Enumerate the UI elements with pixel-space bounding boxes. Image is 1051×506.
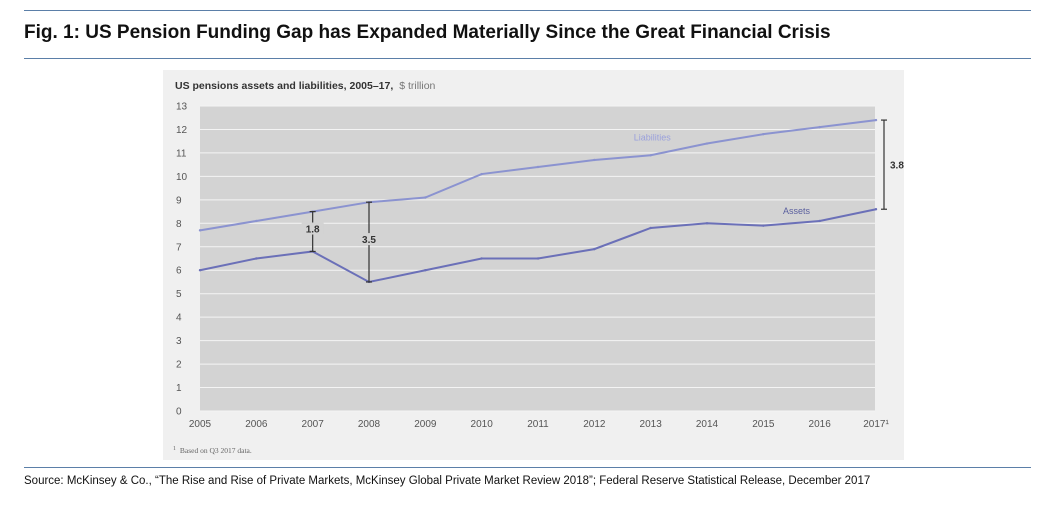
x-tick-label: 2015: [752, 419, 775, 430]
gap-label-bg: [301, 222, 324, 235]
y-tick-label: 5: [176, 289, 182, 300]
data-point: [198, 229, 202, 232]
y-tick-label: 7: [176, 242, 182, 253]
y-tick-label: 6: [176, 266, 182, 277]
x-tick-label: 2016: [809, 419, 832, 430]
data-point: [705, 142, 709, 145]
data-point: [818, 219, 821, 223]
annotation-layer: 1.8 3.5 3.8: [301, 119, 904, 283]
data-point: [198, 269, 202, 272]
data-point: [480, 257, 483, 260]
source-note: Source: McKinsey & Co., “The Rise and Ri…: [24, 475, 871, 487]
series-label: Assets: [783, 206, 811, 216]
data-point: [536, 165, 540, 169]
y-tick-label: 8: [176, 219, 182, 230]
data-point: [424, 196, 427, 199]
chart-title-text: US pensions assets and liabilities, 2005…: [175, 80, 393, 92]
data-point: [593, 158, 596, 162]
y-tick-label: 9: [176, 195, 182, 206]
data-point: [255, 219, 258, 223]
x-tick-label: 2006: [245, 419, 268, 430]
data-point: [593, 247, 596, 251]
source-rule: [24, 467, 1031, 468]
chart-title: US pensions assets and liabilities, 2005…: [175, 80, 436, 92]
data-point: [874, 208, 878, 211]
data-point: [649, 154, 652, 157]
x-tick-label: 2009: [414, 419, 437, 430]
x-tick-label: 2011: [527, 419, 549, 430]
x-tick-label: 2007: [302, 419, 325, 430]
data-point: [762, 132, 765, 136]
gap-label: 1.8: [306, 225, 320, 236]
y-tick-label: 12: [176, 125, 188, 136]
chart-footnote: 1 Based on Q3 2017 data.: [173, 443, 252, 455]
y-tick-label: 13: [176, 102, 188, 113]
x-tick-label: 2005: [189, 419, 212, 430]
gap-label: 3.5: [362, 235, 376, 246]
chart-panel: US pensions assets and liabilities, 2005…: [163, 70, 904, 460]
gap-label: 3.8: [890, 161, 904, 172]
x-tick-label: 2008: [358, 419, 381, 430]
y-tick-label: 0: [176, 407, 182, 418]
y-tick-label: 1: [176, 383, 182, 394]
footnote-marker: 1: [173, 446, 176, 452]
x-tick-label: 2010: [471, 419, 494, 430]
gap-label-bg: [358, 233, 380, 246]
x-tick-label: 2014: [696, 419, 719, 430]
data-point: [762, 224, 765, 227]
footnote-text: Based on Q3 2017 data.: [180, 446, 252, 455]
y-tick-label: 2: [176, 360, 182, 371]
figure-title: Fig. 1: US Pension Funding Gap has Expan…: [24, 22, 831, 43]
x-axis-ticks: 2005 2006 2007 2008 2009 2010 2011 2012 2013 2014…: [189, 419, 890, 430]
data-point: [255, 257, 258, 260]
x-tick-label: 2012: [583, 419, 606, 430]
y-tick-label: 11: [176, 148, 187, 159]
y-tick-label: 4: [176, 313, 182, 324]
data-point: [874, 118, 878, 122]
title-underline: [24, 58, 1031, 59]
data-point: [536, 257, 540, 260]
data-point: [480, 172, 483, 176]
data-point: [424, 269, 427, 272]
data-point: [649, 226, 652, 230]
line-chart: US pensions assets and liabilities, 2005…: [173, 80, 904, 455]
data-point: [818, 125, 821, 129]
y-tick-label: 10: [176, 172, 188, 183]
x-tick-label: 2013: [640, 419, 663, 430]
y-tick-label: 3: [176, 336, 182, 347]
series-label: Liabilities: [634, 133, 672, 143]
chart-unit-text: $ trillion: [399, 80, 435, 92]
top-rule: [24, 10, 1031, 11]
data-point: [705, 222, 709, 225]
x-tick-label: 2017¹: [863, 419, 889, 430]
